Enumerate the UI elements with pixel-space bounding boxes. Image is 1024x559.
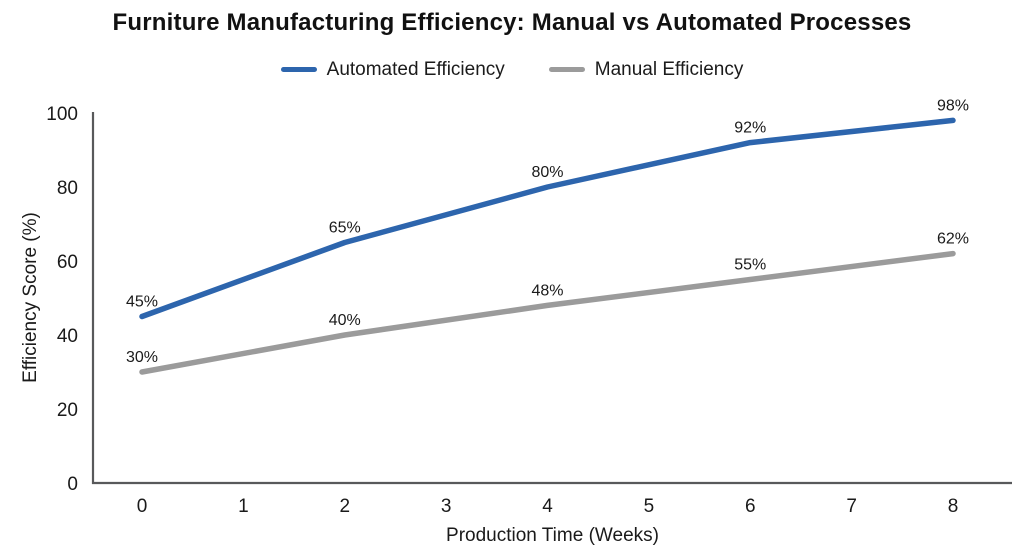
legend-label-automated: Automated Efficiency [326, 59, 505, 80]
legend-item-automated-efficiency: Automated Efficiency [280, 59, 505, 80]
y-axis-tick-label: 60 [57, 252, 78, 273]
chart-legend: Automated Efficiency Manual Efficiency [0, 60, 1024, 79]
x-axis-tick-label: 1 [238, 496, 249, 517]
data-point-label: 92% [734, 120, 766, 137]
series-line-automated [139, 117, 956, 320]
x-axis-title: Production Time (Weeks) [446, 525, 659, 546]
y-axis-tick-label: 40 [57, 326, 78, 347]
data-point-label: 40% [329, 312, 361, 329]
data-point-label: 98% [937, 97, 969, 114]
data-point-label: 65% [329, 220, 361, 237]
legend-label-manual: Manual Efficiency [594, 59, 744, 80]
automated-series-swatch-icon [280, 67, 317, 72]
manual-series-swatch-icon [548, 67, 585, 72]
x-axis-tick-label: 4 [542, 496, 553, 517]
x-axis-tick-label: 2 [339, 496, 350, 517]
x-axis-tick-label: 8 [948, 496, 959, 517]
y-axis-tick-label: 0 [67, 474, 78, 495]
data-point-label: 80% [531, 164, 563, 181]
y-axis-tick-label: 100 [46, 104, 78, 125]
x-axis-tick-label: 0 [137, 496, 148, 517]
data-point-label: 55% [734, 257, 766, 274]
x-axis-tick-label: 7 [846, 496, 857, 517]
x-axis-tick-label: 5 [644, 496, 655, 517]
x-axis-tick-label: 3 [441, 496, 452, 517]
data-point-label: 48% [531, 282, 563, 299]
x-axis-tick-label: 6 [745, 496, 756, 517]
data-point-label: 45% [126, 294, 158, 311]
y-axis-title: Efficiency Score (%) [20, 212, 41, 383]
y-axis-tick-label: 20 [57, 400, 78, 421]
legend-item-manual-efficiency: Manual Efficiency [548, 59, 744, 80]
data-point-label: 62% [937, 231, 969, 248]
y-axis-tick-label: 80 [57, 178, 78, 199]
data-point-label: 30% [126, 349, 158, 366]
chart-title: Furniture Manufacturing Efficiency: Manu… [112, 9, 912, 36]
series-line-manual [139, 250, 956, 375]
